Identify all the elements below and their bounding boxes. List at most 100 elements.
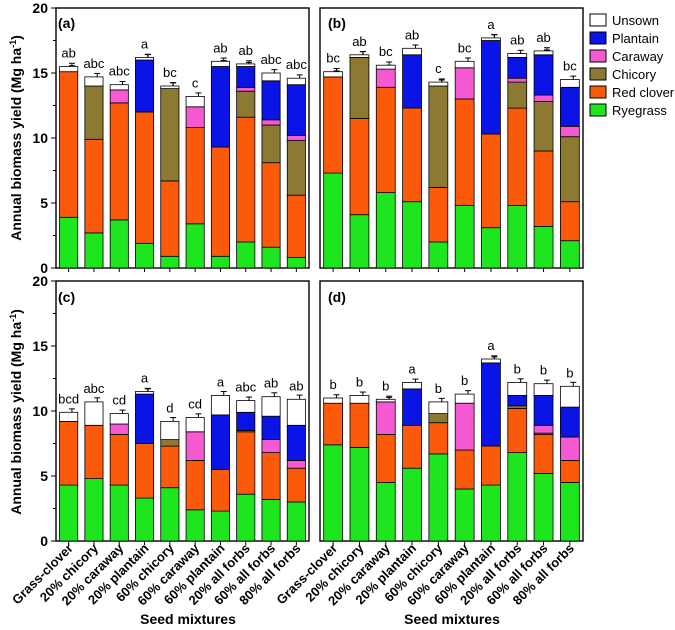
legend-swatch xyxy=(589,31,607,45)
legend-label: Unsown xyxy=(612,13,659,28)
legend-swatch xyxy=(589,67,607,81)
segment-ryegrass xyxy=(428,241,449,269)
segment-unsown xyxy=(210,394,230,416)
segment-plantain xyxy=(286,84,306,136)
significance-letter: bc xyxy=(458,40,472,55)
segment-ryegrass xyxy=(375,482,396,542)
segment-ryegrass xyxy=(84,232,104,269)
segment-plantain xyxy=(559,86,580,127)
y-axis-title-top: Annual biomass yield (Mg ha-1) xyxy=(8,35,24,241)
segment-caraway xyxy=(109,89,129,104)
legend-swatch xyxy=(589,103,607,117)
significance-letter: b xyxy=(461,373,468,388)
segment-unsown xyxy=(559,79,580,88)
bar-60-all-forbs xyxy=(533,47,554,269)
significance-letter: abc xyxy=(286,57,307,72)
bar-60-caraway xyxy=(185,413,205,542)
segment-ryegrass xyxy=(454,488,475,542)
segment-red-clover xyxy=(402,424,422,469)
segment-red-clover xyxy=(286,467,306,503)
x-axis-title-right: Seed mixtures xyxy=(404,611,500,627)
segment-unsown xyxy=(236,400,256,413)
y-tick-label: 0 xyxy=(40,533,48,549)
segment-caraway xyxy=(109,423,129,435)
y-tick-label: 0 xyxy=(40,260,48,276)
segment-caraway xyxy=(185,106,205,129)
significance-letter: b xyxy=(330,377,337,392)
bar-60-all-forbs xyxy=(261,69,281,269)
significance-letter: cd xyxy=(188,397,202,412)
significance-letter: b xyxy=(514,361,521,376)
legend-item-plantain: Plantain xyxy=(589,31,659,46)
segment-plantain xyxy=(507,57,528,79)
segment-caraway xyxy=(236,86,256,92)
bar-60-all-forbs xyxy=(261,392,281,542)
bar-20-caraway xyxy=(109,80,129,269)
legend-swatch xyxy=(589,49,607,63)
bar-20-caraway xyxy=(375,395,396,542)
significance-letter: ab xyxy=(239,43,253,58)
significance-letter: b xyxy=(435,381,442,396)
segment-unsown xyxy=(59,411,79,422)
segment-chicory xyxy=(428,85,449,188)
segment-unsown xyxy=(210,60,230,67)
segment-red-clover xyxy=(286,194,306,258)
segment-red-clover xyxy=(59,71,79,218)
segment-ryegrass xyxy=(507,205,528,269)
significance-letter: b xyxy=(356,374,363,389)
segment-red-clover xyxy=(84,424,104,479)
segment-red-clover xyxy=(454,98,475,206)
legend-item-chicory: Chicory xyxy=(589,67,657,82)
segment-unsown xyxy=(160,85,180,89)
significance-letter: ab xyxy=(536,30,550,45)
segment-unsown xyxy=(454,393,475,404)
segment-ryegrass xyxy=(454,205,475,269)
bar-80-all-forbs xyxy=(286,394,306,542)
segment-unsown xyxy=(261,396,281,417)
segment-caraway xyxy=(533,424,554,434)
bar-20-all-forbs xyxy=(236,60,256,269)
plot-frame xyxy=(319,280,584,542)
segment-unsown xyxy=(160,420,180,440)
segment-plantain xyxy=(533,394,554,426)
x-axis-title-left: Seed mixtures xyxy=(140,611,236,627)
segment-plantain xyxy=(236,66,256,88)
bar-60-chicory xyxy=(160,417,180,542)
significance-letter: c xyxy=(435,61,442,76)
significance-letter: abc xyxy=(83,381,104,396)
segment-red-clover xyxy=(59,420,79,486)
significance-letter: a xyxy=(487,338,495,353)
segment-ryegrass xyxy=(559,240,580,269)
significance-letter: cd xyxy=(112,393,126,408)
legend-item-ryegrass: Ryegrass xyxy=(589,103,667,118)
segment-plantain xyxy=(135,393,155,444)
segment-red-clover xyxy=(160,445,180,489)
segment-unsown xyxy=(507,381,528,396)
segment-red-clover xyxy=(185,459,205,511)
segment-unsown xyxy=(84,401,104,426)
bar-grass-clover xyxy=(323,67,344,269)
bar-20-all-forbs xyxy=(507,378,528,542)
segment-ryegrass xyxy=(428,453,449,542)
segment-chicory xyxy=(286,140,306,196)
segment-plantain xyxy=(286,424,306,461)
segment-red-clover xyxy=(109,433,129,486)
segment-plantain xyxy=(210,414,230,470)
bar-60-caraway xyxy=(454,390,475,542)
bar-20-plantain xyxy=(402,44,422,269)
segment-red-clover xyxy=(160,180,180,257)
significance-letter: abc xyxy=(261,52,282,67)
bar-60-all-forbs xyxy=(533,379,554,542)
significance-letter: abc xyxy=(83,56,104,71)
plot-frame xyxy=(319,7,584,269)
segment-red-clover xyxy=(428,186,449,243)
segment-red-clover xyxy=(135,443,155,499)
bar-20-caraway xyxy=(375,61,396,269)
y-tick-label: 15 xyxy=(32,65,48,81)
segment-red-clover xyxy=(507,107,528,206)
segment-ryegrass xyxy=(185,223,205,269)
bar-grass-clover xyxy=(59,408,79,542)
significance-letter: a xyxy=(408,361,416,376)
